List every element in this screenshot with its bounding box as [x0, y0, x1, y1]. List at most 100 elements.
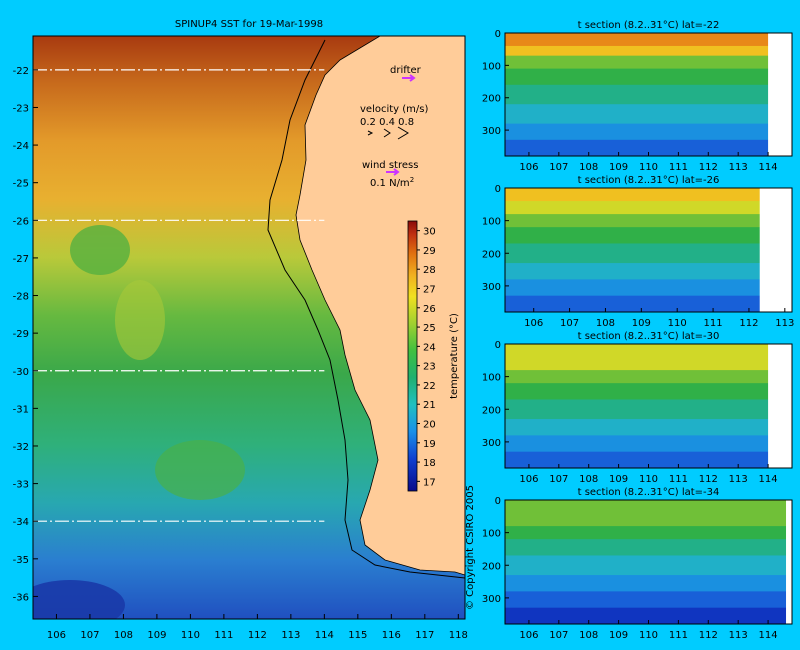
- section-y-tick-label: 100: [482, 217, 501, 228]
- section-x-tick-label: 112: [699, 162, 718, 173]
- colorbar-tick-label: 22: [423, 381, 436, 392]
- colorbar-label: temperature (°C): [449, 313, 460, 399]
- section-x-tick-label: 114: [759, 630, 778, 641]
- section-band: [505, 139, 792, 157]
- map-y-tick-label: -30: [13, 367, 29, 378]
- section-land: [768, 33, 792, 156]
- section-band: [505, 575, 792, 592]
- colorbar-tick-label: 25: [423, 323, 436, 334]
- map-y-tick-label: -29: [13, 329, 29, 340]
- map-x-tick-label: 107: [80, 630, 99, 641]
- section-y-tick-label: 0: [495, 496, 501, 507]
- map-x-tick-label: 110: [181, 630, 200, 641]
- section-band: [505, 539, 792, 556]
- map-y-tick-label: -25: [13, 179, 29, 190]
- section-x-tick-label: 106: [524, 318, 543, 329]
- section-band: [505, 263, 792, 280]
- eddy-cool: [115, 280, 165, 360]
- map-x-tick-label: 115: [348, 630, 367, 641]
- section-band: [505, 123, 792, 141]
- section-x-tick-label: 109: [609, 474, 628, 485]
- colorbar-tick-label: 26: [423, 304, 436, 315]
- map-x-tick-label: 108: [114, 630, 133, 641]
- section-y-tick-label: 200: [482, 561, 501, 572]
- section-title: t section (8.2..31°C) lat=-34: [578, 487, 720, 498]
- velocity-values: 0.2 0.4 0.8: [360, 117, 414, 128]
- section-band: [505, 214, 792, 228]
- colorbar-tick-label: 21: [423, 400, 436, 411]
- map-x-tick-label: 118: [449, 630, 468, 641]
- section-x-tick-label: 108: [579, 630, 598, 641]
- map-x-tick-label: 113: [281, 630, 300, 641]
- section-band: [505, 344, 792, 358]
- section-land: [759, 188, 792, 312]
- section-x-tick-label: 112: [699, 630, 718, 641]
- section-band: [505, 451, 792, 469]
- map-x-tick-label: 112: [248, 630, 267, 641]
- section-x-tick-label: 110: [639, 630, 658, 641]
- colorbar-tick-label: 28: [423, 265, 436, 276]
- section-x-tick-label: 110: [668, 318, 687, 329]
- section-band: [505, 383, 792, 400]
- coastline: [295, 36, 465, 576]
- section-x-tick-label: 107: [549, 630, 568, 641]
- section-y-tick-label: 200: [482, 94, 501, 105]
- map-y-tick-label: -34: [13, 517, 29, 528]
- section-frame: [504, 187, 793, 313]
- section-band: [505, 33, 792, 47]
- section-x-tick-label: 111: [669, 162, 688, 173]
- section-band: [505, 201, 792, 215]
- wind-arrow-icon: [386, 168, 400, 176]
- t-sections: t section (8.2..31°C) lat=-22 106 107 108 10…: [482, 20, 794, 641]
- section-x-tick-label: 113: [729, 474, 748, 485]
- section-band: [505, 435, 792, 453]
- section-title: t section (8.2..31°C) lat=-30: [578, 331, 720, 342]
- shelf-contour: [267, 39, 465, 579]
- section-title: t section (8.2..31°C) lat=-26: [578, 175, 720, 186]
- map-x-tick-label: 117: [415, 630, 434, 641]
- map-frame: [32, 35, 466, 620]
- section-x-tick-label: 111: [669, 630, 688, 641]
- map-x-tick-label: 111: [214, 630, 233, 641]
- cold-pool: [33, 580, 125, 619]
- colorbar-tick-label: 24: [423, 342, 436, 353]
- section-y-tick-label: 300: [482, 126, 501, 137]
- section-x-tick-label: 108: [596, 318, 615, 329]
- section-y-tick-label: 300: [482, 282, 501, 293]
- section-y-tick-label: 300: [482, 594, 501, 605]
- map-x-ticks: 106 107 108 109 110 111 112 113 114 115 116 117 118: [47, 614, 468, 641]
- section-band: [505, 555, 792, 576]
- section-x-tick-label: 107: [549, 162, 568, 173]
- section-band: [505, 295, 792, 313]
- colorbar-tick-label: 18: [423, 458, 436, 469]
- section-x-tick-label: 109: [609, 162, 628, 173]
- section-x-tick-label: 106: [519, 474, 538, 485]
- colorbar-tick-label: 20: [423, 420, 436, 431]
- map-y-tick-label: -35: [13, 555, 29, 566]
- section-band: [505, 55, 792, 70]
- land-mass: [296, 36, 465, 575]
- map-y-ticks: -22 -23 -24 -25 -26 -27 -28 -29 -30 -31 -32 -33 -34 -…: [13, 66, 38, 603]
- section-band: [505, 104, 792, 125]
- section-x-tick-label: 107: [549, 474, 568, 485]
- map-x-tick-label: 116: [382, 630, 401, 641]
- section-band: [505, 526, 792, 540]
- t-section-panel: t section (8.2..31°C) lat=-30 106 107 108 10…: [482, 331, 793, 485]
- section-x-tick-label: 114: [759, 474, 778, 485]
- section-band: [505, 357, 792, 371]
- section-x-tick-label: 111: [704, 318, 723, 329]
- colorbar-tick-label: 23: [423, 362, 436, 373]
- section-lines: [33, 69, 325, 522]
- map-y-tick-label: -32: [13, 442, 29, 453]
- map-title: SPINUP4 SST for 19-Mar-1998: [175, 19, 323, 30]
- colorbar: [407, 220, 418, 492]
- colorbar-tick-label: 29: [423, 246, 436, 257]
- section-x-tick-label: 108: [579, 162, 598, 173]
- section-x-tick-label: 113: [729, 630, 748, 641]
- section-band: [505, 500, 792, 514]
- section-x-tick-label: 107: [560, 318, 579, 329]
- section-x-tick-label: 113: [775, 318, 794, 329]
- section-y-tick-label: 200: [482, 249, 501, 260]
- section-band: [505, 243, 792, 264]
